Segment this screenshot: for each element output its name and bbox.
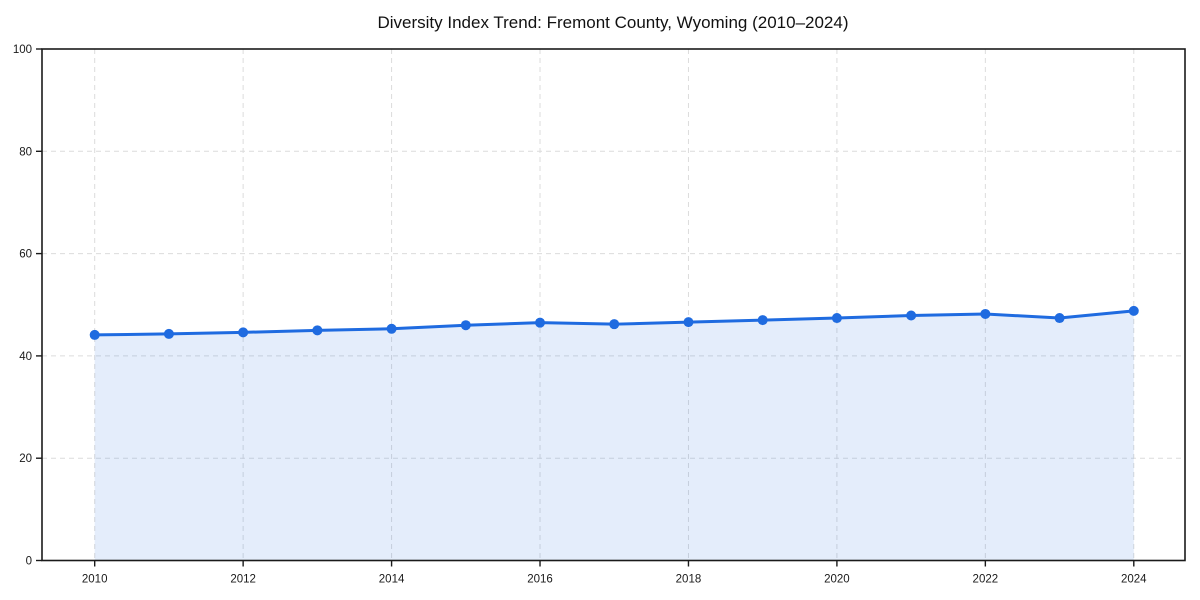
data-point (757, 315, 768, 326)
x-tick-label: 2018 (676, 574, 702, 586)
data-point (980, 308, 991, 319)
x-tick-label: 2020 (824, 574, 850, 586)
data-point (1054, 313, 1065, 324)
x-tick-label: 2022 (973, 574, 999, 586)
area-layer (94, 310, 1134, 561)
x-tick-label: 2012 (230, 574, 256, 586)
x-tick-label: 2014 (379, 574, 405, 586)
marker-layer (89, 305, 1139, 340)
tick-layer (36, 48, 1135, 567)
data-point (89, 329, 100, 340)
spine-layer (41, 48, 1186, 562)
y-tick-label: 80 (19, 146, 32, 158)
data-point (460, 320, 471, 331)
x-tick-label: 2024 (1121, 574, 1147, 586)
data-point (238, 327, 249, 338)
label-layer: 2010 2012 2014 2016 2018 2020 2022 2024 0 20 40 60 8… (13, 44, 1147, 586)
data-point (386, 323, 397, 334)
data-point (535, 317, 546, 328)
trend-area (94, 310, 1134, 561)
y-tick-label: 100 (13, 44, 32, 56)
data-point (831, 313, 842, 324)
data-point (683, 317, 694, 328)
data-point (906, 310, 917, 321)
y-tick-label: 40 (19, 351, 32, 363)
data-point (609, 319, 620, 330)
x-tick-label: 2010 (82, 574, 108, 586)
x-tick-label: 2016 (527, 574, 553, 586)
y-tick-label: 20 (19, 453, 32, 465)
grid-layer (42, 48, 1185, 561)
y-tick-label: 60 (19, 249, 32, 261)
data-point (163, 328, 174, 339)
data-point (312, 325, 323, 336)
y-tick-label: 0 (26, 556, 32, 568)
axes-spines (41, 48, 1186, 562)
data-point (1128, 305, 1139, 316)
chart-title: Diversity Index Trend: Fremont County, W… (377, 13, 848, 32)
